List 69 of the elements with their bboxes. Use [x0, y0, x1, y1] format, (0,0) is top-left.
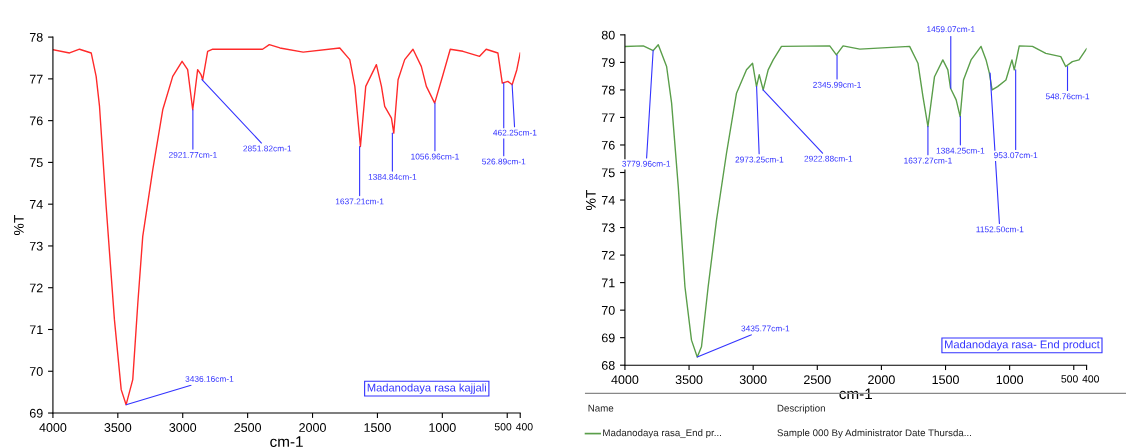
y-tick-label: 70: [601, 305, 615, 315]
x-tick-label: 4000: [611, 375, 639, 385]
text: Madanodaya rasa_End pr...: [603, 429, 721, 439]
y-tick-label: 77: [601, 113, 615, 122]
annotation: 2973.25cm-1: [735, 156, 784, 163]
annotation: 3435.77cm-1: [741, 325, 790, 332]
annotation: 3436.16cm-1: [185, 376, 234, 382]
annotation: Madanodaya rasa- End product: [945, 340, 1100, 351]
x-tick-label: 1000: [996, 375, 1024, 385]
text: Sample 000 By Administrator Date Thursda...: [777, 429, 971, 439]
annotation: 3779.96cm-1: [622, 160, 671, 167]
text: Name: [588, 404, 614, 412]
y-tick-label: 71: [601, 278, 615, 288]
y-tick-label: 76: [29, 116, 43, 126]
x-tick-label: 1500: [364, 423, 391, 432]
y-tick-label: 78: [29, 32, 43, 42]
y-tick-label: 73: [29, 241, 43, 251]
text: Description: [777, 404, 825, 414]
x-tick-label: 4000: [39, 423, 67, 432]
x-tick-label: 400: [1082, 375, 1100, 383]
annotation: 1056.96cm-1: [411, 153, 459, 160]
x-tick-label: 400: [515, 423, 533, 431]
y-tick-label: 72: [29, 283, 43, 293]
y-tick-label: 75: [601, 168, 615, 178]
y-tick-label: 74: [601, 195, 615, 205]
y-axis-title: %T: [586, 189, 596, 210]
x-tick-label: 2000: [299, 423, 326, 432]
y-tick-label: 72: [601, 250, 615, 260]
y-tick-label: 76: [601, 140, 615, 150]
y-tick-label: 68: [601, 361, 615, 370]
y-tick-label: 73: [601, 223, 615, 233]
annotation: 1384.84cm-1: [368, 173, 417, 180]
x-tick-label: 3500: [675, 375, 703, 385]
annotation: 2921.77cm-1: [168, 151, 217, 158]
annotation: Madanodaya rasa kajjali: [367, 383, 486, 394]
annotation: 1384.25cm-1: [936, 147, 985, 154]
x-tick-label: 3000: [169, 423, 197, 432]
x-tick-label: 500: [494, 423, 512, 431]
y-tick-label: 74: [29, 200, 43, 209]
x-tick-label: 1500: [932, 375, 959, 385]
annotation: 1459.07cm-1: [927, 26, 975, 33]
annotation: 2851.82cm-1: [243, 145, 292, 152]
annotation: 526.89cm-1: [482, 158, 526, 165]
x-tick-label: 2500: [234, 423, 262, 432]
y-tick-label: 75: [29, 158, 43, 168]
annotation: 1637.27cm-1: [904, 157, 952, 164]
x-tick-label: 2500: [804, 375, 831, 385]
x-tick-label: 1000: [429, 423, 456, 432]
x-tick-label: 2000: [868, 375, 895, 385]
annotation: 548.76cm-1: [1045, 93, 1090, 100]
y-tick-label: 79: [601, 58, 615, 68]
x-tick-label: 500: [1061, 375, 1078, 383]
x-tick-label: 3500: [104, 423, 132, 432]
y-tick-label: 71: [29, 325, 43, 335]
annotation: 1152.50cm-1: [976, 226, 1024, 233]
y-tick-label: 77: [29, 74, 43, 84]
x-axis-title: cm-1: [270, 436, 303, 447]
annotation: 2922.88cm-1: [804, 155, 853, 162]
y-axis-title: %T: [14, 214, 24, 235]
annotation: 2345.99cm-1: [813, 81, 861, 88]
annotation: 953.07cm-1: [994, 152, 1038, 159]
y-tick-label: 78: [601, 85, 615, 95]
annotation: 462.25cm-1: [493, 129, 537, 136]
x-tick-label: 3000: [739, 375, 767, 385]
y-tick-label: 70: [29, 367, 43, 376]
annotation: 1637.21cm-1: [335, 198, 384, 205]
y-tick-label: 69: [29, 408, 43, 418]
y-tick-label: 69: [601, 333, 615, 343]
y-tick-label: 80: [601, 30, 615, 40]
